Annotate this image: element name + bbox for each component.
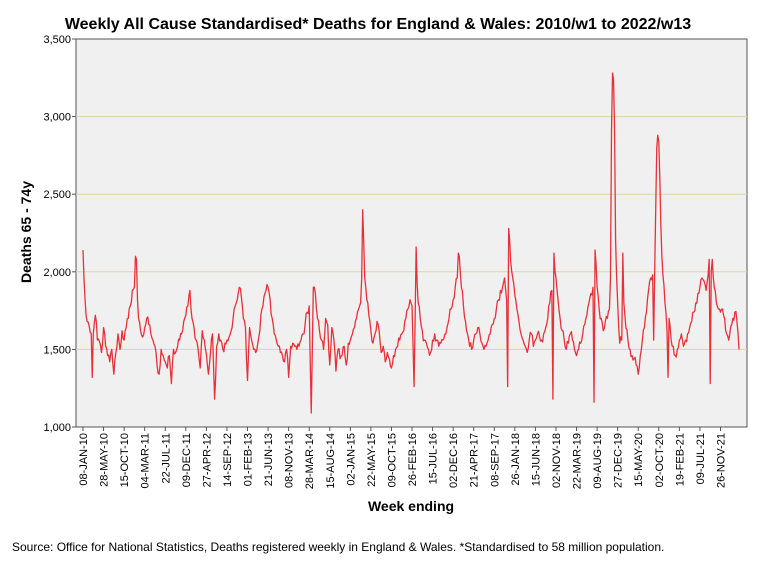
plot-area — [75, 38, 748, 428]
x-axis-label: Week ending — [368, 498, 454, 514]
y-tick-label: 2,000 — [43, 267, 71, 279]
x-tick-label: 08-SEP-17 — [489, 433, 501, 487]
x-tick-label: 02-DEC-16 — [448, 433, 460, 488]
series-line — [82, 72, 740, 414]
x-tick-label: 09-OCT-15 — [386, 433, 398, 487]
x-tick-label: 15-OCT-10 — [119, 433, 131, 487]
x-tick-label: 02-OCT-20 — [654, 433, 666, 487]
x-tick-label: 04-MAR-11 — [140, 433, 152, 488]
y-tick-label: 3,500 — [43, 34, 71, 46]
series-layer — [82, 72, 740, 414]
x-tick-label: 15-JUN-18 — [530, 433, 542, 486]
grid-lines — [76, 116, 747, 350]
x-tick-label: 26-NOV-21 — [715, 433, 727, 488]
y-tick-label: 1,500 — [43, 344, 71, 356]
x-tick-label: 21-APR-17 — [469, 433, 481, 487]
x-tick-label: 22-MAY-15 — [366, 433, 378, 487]
x-tick-label: 28-MAY-10 — [99, 433, 111, 487]
y-axis-label: Deaths 65 - 74y — [18, 181, 34, 283]
y-tick-label: 2,500 — [43, 189, 71, 201]
x-tick-label: 26-JAN-18 — [510, 433, 522, 486]
x-tick-label: 09-JUL-21 — [695, 433, 707, 484]
x-tick-label: 22-JUL-11 — [160, 433, 172, 484]
y-tick-label: 1,000 — [43, 422, 71, 434]
chart-title: Weekly All Cause Standardised* Deaths fo… — [65, 16, 691, 33]
x-tick-label: 09-AUG-19 — [592, 433, 604, 489]
x-tick-label: 27-DEC-19 — [613, 433, 625, 488]
x-tick-label: 14-SEP-12 — [222, 433, 234, 487]
x-tick-label: 26-FEB-16 — [407, 433, 419, 486]
x-tick-label: 22-MAR-19 — [572, 433, 584, 489]
x-tick-label: 28-MAR-14 — [304, 433, 316, 489]
x-axis: 08-JAN-10 28-MAY-10 15-OCT-10 04-MAR-11 22-J… — [78, 427, 727, 489]
x-tick-label: 21-JUN-13 — [263, 433, 275, 486]
y-tick-label: 3,000 — [43, 112, 71, 124]
x-tick-label: 01-FEB-13 — [243, 433, 255, 486]
x-tick-label: 02-JAN-15 — [345, 433, 357, 486]
x-tick-label: 15-AUG-14 — [325, 433, 337, 489]
x-tick-label: 08-NOV-13 — [284, 433, 296, 488]
x-tick-label: 02-NOV-18 — [551, 433, 563, 488]
x-tick-label: 15-MAY-20 — [633, 433, 645, 487]
x-tick-label: 08-JAN-10 — [78, 433, 90, 486]
y-axis: 1,000 1,500 2,000 2,500 3,000 3,500 — [43, 34, 76, 434]
source-note: Source: Office for National Statistics, … — [12, 540, 664, 554]
x-tick-label: 15-JUL-16 — [428, 433, 440, 484]
x-tick-label: 09-DEC-11 — [181, 433, 193, 487]
x-tick-label: 27-APR-12 — [201, 433, 213, 487]
x-tick-label: 19-FEB-21 — [674, 433, 686, 486]
